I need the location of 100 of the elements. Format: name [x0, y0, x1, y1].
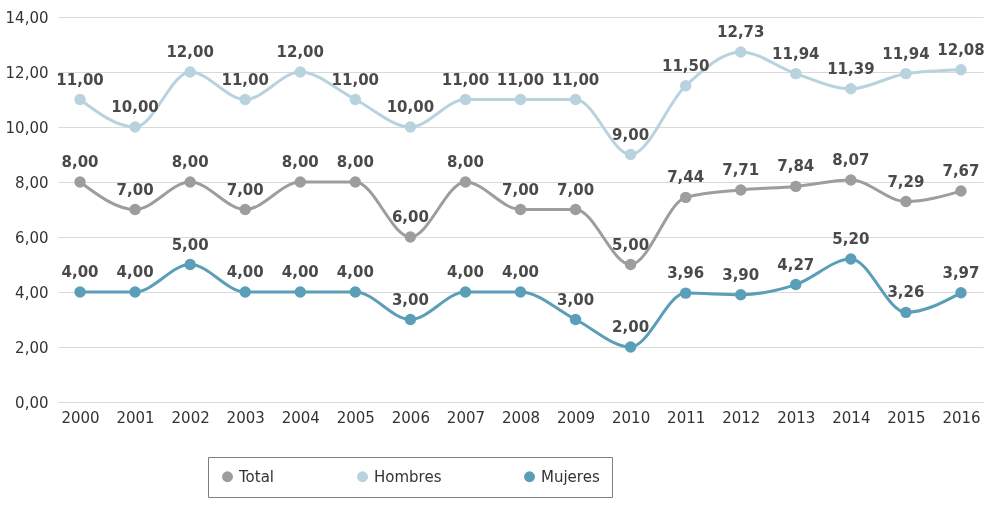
point	[129, 286, 141, 298]
data-label: 5,00	[171, 235, 209, 254]
data-label: 3,00	[557, 290, 595, 309]
point	[845, 253, 857, 265]
data-label: 4,00	[336, 263, 374, 281]
point	[514, 286, 527, 298]
point	[294, 286, 306, 298]
point	[790, 180, 802, 193]
data-label: 7,67	[942, 162, 980, 181]
data-label: 9,00	[612, 125, 650, 144]
point	[349, 176, 362, 188]
point	[514, 93, 527, 106]
data-label: 7,44	[667, 168, 705, 187]
point	[349, 286, 362, 298]
point	[514, 203, 527, 216]
data-label: 4,27	[777, 255, 815, 274]
data-label: 7,71	[722, 160, 760, 179]
x-tick-label: 2009	[556, 408, 596, 427]
data-label: 11,39	[827, 59, 875, 78]
data-label: 8,07	[832, 151, 870, 170]
data-label: 7,00	[501, 180, 540, 199]
x-tick-label: 2004	[281, 408, 320, 427]
point	[955, 185, 967, 197]
point	[239, 93, 251, 106]
point	[569, 203, 582, 216]
data-label: 7,00	[557, 180, 595, 199]
point	[404, 121, 417, 133]
point	[349, 93, 362, 106]
data-label: 8,00	[446, 153, 484, 171]
data-label: 11,00	[331, 70, 380, 89]
point	[74, 176, 86, 188]
legend-label: Hombres	[374, 467, 442, 486]
data-label: 7,84	[777, 157, 815, 176]
x-tick-label: 2016	[942, 408, 981, 427]
point	[129, 121, 141, 133]
x-tick-label: 2008	[501, 408, 541, 427]
data-label: 7,00	[116, 180, 154, 199]
data-label: 3,97	[942, 263, 980, 282]
data-label: 3,26	[887, 283, 925, 302]
data-label: 11,00	[221, 70, 269, 89]
y-tick-label: 10,00	[5, 118, 49, 137]
point	[184, 66, 196, 78]
x-tick-label: 2005	[336, 408, 375, 427]
x-tick-label: 2003	[226, 408, 265, 427]
point	[845, 83, 857, 95]
data-label: 4,00	[226, 263, 264, 281]
data-label: 8,00	[61, 153, 99, 171]
point	[184, 176, 196, 188]
point	[129, 203, 141, 216]
point	[404, 313, 417, 326]
data-label: 6,00	[391, 208, 429, 226]
data-label: 11,00	[56, 70, 104, 89]
point	[900, 67, 912, 80]
point	[404, 231, 417, 243]
data-label: 4,00	[61, 263, 99, 281]
y-tick-label: 14,00	[5, 8, 49, 27]
y-tick-label: 12,00	[5, 63, 49, 82]
y-tick-label: 6,00	[15, 228, 49, 247]
x-tick-label: 2014	[832, 408, 871, 427]
data-label: 10,00	[111, 98, 159, 116]
point	[900, 195, 912, 208]
data-label: 8,00	[281, 153, 319, 171]
point	[900, 306, 912, 319]
x-tick-label: 2011	[667, 408, 706, 427]
point	[569, 93, 582, 106]
point	[955, 287, 967, 299]
point	[735, 289, 747, 301]
point	[294, 176, 306, 188]
data-label: 4,00	[281, 263, 319, 281]
y-tick-label: 4,00	[15, 283, 49, 302]
data-label: 10,00	[386, 98, 435, 116]
data-label: 11,00	[496, 70, 545, 89]
x-tick-label: 2002	[171, 408, 210, 427]
point	[459, 286, 472, 298]
x-tick-label: 2000	[61, 408, 100, 427]
point	[624, 258, 637, 271]
data-label: 4,00	[446, 263, 484, 281]
data-label: 5,20	[832, 230, 870, 248]
data-label: 4,00	[116, 263, 154, 281]
data-label: 7,00	[226, 180, 264, 199]
y-tick-label: 8,00	[15, 173, 49, 192]
data-label: 12,73	[717, 22, 765, 41]
data-label: 11,00	[551, 70, 600, 89]
data-label: 3,00	[391, 290, 429, 309]
point	[239, 286, 251, 298]
x-tick-label: 2015	[887, 408, 926, 427]
data-label: 11,50	[661, 56, 710, 75]
point	[790, 67, 802, 80]
data-label: 11,00	[441, 70, 490, 89]
x-tick-label: 2007	[446, 408, 486, 427]
point	[74, 286, 86, 298]
data-label: 8,00	[336, 153, 374, 171]
point	[735, 46, 747, 58]
point	[735, 184, 747, 196]
data-label: 7,29	[887, 172, 925, 191]
point	[459, 93, 472, 106]
data-label: 3,96	[667, 264, 705, 283]
data-label: 8,00	[171, 153, 209, 171]
data-label: 5,00	[612, 235, 650, 254]
point	[184, 258, 196, 271]
